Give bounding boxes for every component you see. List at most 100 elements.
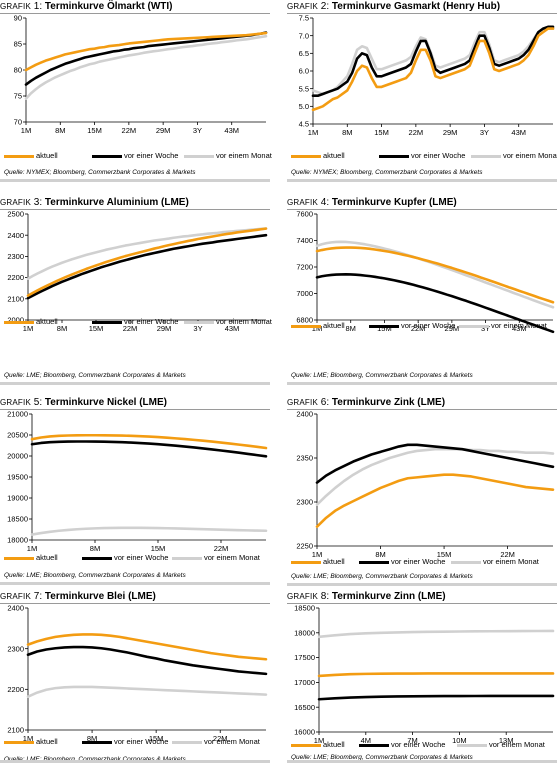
source-note: Quelle: LME; Bloomberg, Commerzbank Corp… [4, 372, 186, 379]
y-tick-label: 19000 [7, 494, 28, 503]
y-tick-label: 7200 [296, 263, 313, 272]
y-tick-label: 70 [14, 118, 22, 127]
legend-swatch [369, 324, 399, 328]
chart-panel-wti: GRAFIK 1: Terminkurve Ölmarkt (WTI) 70 75… [0, 0, 272, 188]
legend-swatch [4, 740, 34, 744]
series-line-aktuell [24, 31, 268, 72]
x-tick-label: 43M [511, 128, 526, 137]
legend-item-week: vor einer Woche [359, 556, 445, 568]
y-tick-label: 6.5 [299, 49, 309, 58]
y-tick-label: 6.0 [299, 67, 309, 76]
source-note: Quelle: LME; Bloomberg, Commerzbank Corp… [291, 372, 473, 379]
x-tick-label: 3Y [480, 128, 489, 137]
line-chart-blei: 2100 2200 2300 2400 1M 8M 15M 22M [7, 604, 268, 743]
y-tick-label: 2350 [296, 454, 313, 463]
x-tick-label: 15M [87, 126, 102, 135]
legend-item-month: vor einem Monat [172, 552, 260, 564]
line-chart-nickel: 18000 18500 19000 19500 20000 20500 21000 1M 8M 1… [7, 410, 268, 553]
legend-swatch [4, 320, 34, 324]
source-note: Quelle: LME; Bloomberg, Commerzbank Corp… [4, 572, 186, 579]
legend-swatch [92, 320, 122, 324]
y-tick-label: 2300 [7, 252, 24, 261]
x-tick-label: 43M [225, 324, 240, 333]
source-note: Quelle: LME; Bloomberg, Commerzbank Corp… [291, 754, 473, 761]
y-tick-label: 19500 [7, 473, 28, 482]
series-line-vor-einem-Monat [24, 34, 268, 100]
x-tick-label: 29M [445, 324, 460, 333]
legend-item-week: vor einer Woche [82, 736, 168, 748]
legend-item-aktuell: aktuell [291, 556, 345, 568]
series-line-vor-einer-Woche [315, 443, 555, 484]
legend-item-week: vor einer Woche [379, 150, 465, 162]
legend-swatch [82, 556, 112, 560]
legend-item-week: vor einer Woche [82, 552, 168, 564]
line-chart-zinn: 16000 16500 17000 17500 18000 18500 1M 4M 7M 10M 1… [294, 604, 555, 745]
series-line-vor-einer-Woche [315, 272, 555, 334]
y-tick-label: 75 [14, 92, 22, 101]
series-line-vor-einer-Woche [24, 31, 268, 86]
y-tick-label: 16000 [294, 728, 315, 737]
line-chart-wti: 70 75 80 85 90 1M 8M 15M 22M 29M 3Y 43M [14, 14, 268, 135]
x-tick-label: 1M [23, 324, 33, 333]
x-tick-label: 8M [87, 734, 97, 743]
chart-legend: aktuell vor einer Woche vor einem Monat [291, 320, 557, 332]
x-tick-label: 8M [375, 550, 385, 559]
legend-item-aktuell: aktuell [291, 739, 345, 751]
legend-item-week: vor einer Woche [92, 316, 178, 328]
line-chart-gas: 4.5 5.0 5.5 6.0 6.5 7.0 7.5 1M 8M 15M 22M 29M 3Y 43M [299, 14, 555, 137]
title-rule [0, 13, 270, 14]
title-rule [287, 13, 557, 14]
series-line-aktuell [315, 246, 555, 304]
line-chart-kupfer: 6800 7000 7200 7400 7600 1M 8M 15M 22M 29M 3Y 43M [296, 210, 555, 334]
series-line-aktuell [26, 227, 268, 297]
y-tick-label: 2400 [296, 410, 313, 419]
legend-item-month: vor einem Monat [184, 150, 272, 162]
chart-title: GRAFIK 2: Terminkurve Gasmarkt (Henry Hu… [287, 1, 501, 12]
legend-swatch [291, 743, 321, 747]
legend-swatch [359, 560, 389, 564]
chart-panel-zink: GRAFIK 6: Terminkurve Zink (LME) 2250 230… [287, 396, 557, 586]
y-tick-label: 7400 [296, 236, 313, 245]
x-tick-label: 43M [512, 324, 527, 333]
series-line-vor-einem-Monat [315, 447, 555, 506]
series-line-vor-einer-Woche [26, 233, 268, 300]
x-tick-label: 4M [361, 736, 371, 745]
series-line-aktuell [26, 633, 268, 661]
y-tick-label: 7.5 [299, 14, 309, 23]
chart-title: GRAFIK 7: Terminkurve Blei (LME) [0, 591, 156, 602]
x-tick-label: 15M [151, 544, 166, 553]
x-tick-label: 1M [308, 128, 318, 137]
series-line-aktuell [317, 672, 555, 678]
line-chart-aluminium: 2000 2100 2200 2300 2400 2500 1M 8M 15M 22M 29M 3Y 4… [7, 210, 268, 333]
x-tick-label: 8M [346, 324, 356, 333]
y-tick-label: 5.5 [299, 84, 309, 93]
source-note: Quelle: NYMEX; Bloomberg, Commerzbank Co… [291, 169, 483, 176]
x-tick-label: 1M [314, 736, 324, 745]
y-tick-label: 18500 [294, 604, 315, 613]
x-tick-label: 8M [90, 544, 100, 553]
legend-swatch [172, 740, 202, 744]
x-tick-label: 1M [27, 544, 37, 553]
legend-item-month: vor einem Monat [459, 320, 547, 332]
chart-title: GRAFIK 5: Terminkurve Nickel (LME) [0, 397, 167, 408]
legend-item-month: vor einem Monat [184, 316, 272, 328]
series-line-vor-einem-Monat [26, 685, 268, 698]
y-tick-label: 18000 [294, 628, 315, 637]
x-tick-label: 29M [157, 324, 172, 333]
chart-legend: aktuell vor einer Woche vor einem Monat [291, 556, 557, 568]
x-tick-label: 22M [122, 126, 137, 135]
chart-panel-nickel: GRAFIK 5: Terminkurve Nickel (LME) 18000… [0, 396, 270, 585]
legend-item-aktuell: aktuell [291, 150, 345, 162]
y-tick-label: 2500 [7, 210, 24, 219]
y-tick-label: 21000 [7, 410, 28, 419]
x-tick-label: 8M [342, 128, 352, 137]
x-tick-label: 43M [224, 126, 239, 135]
y-tick-label: 2200 [7, 273, 24, 282]
x-tick-label: 22M [411, 324, 426, 333]
title-rule [287, 603, 557, 604]
y-tick-label: 16500 [294, 703, 315, 712]
y-tick-label: 7000 [296, 289, 313, 298]
title-rule [0, 603, 270, 604]
title-rule [287, 209, 557, 210]
legend-item-month: vor einem Monat [471, 150, 557, 162]
